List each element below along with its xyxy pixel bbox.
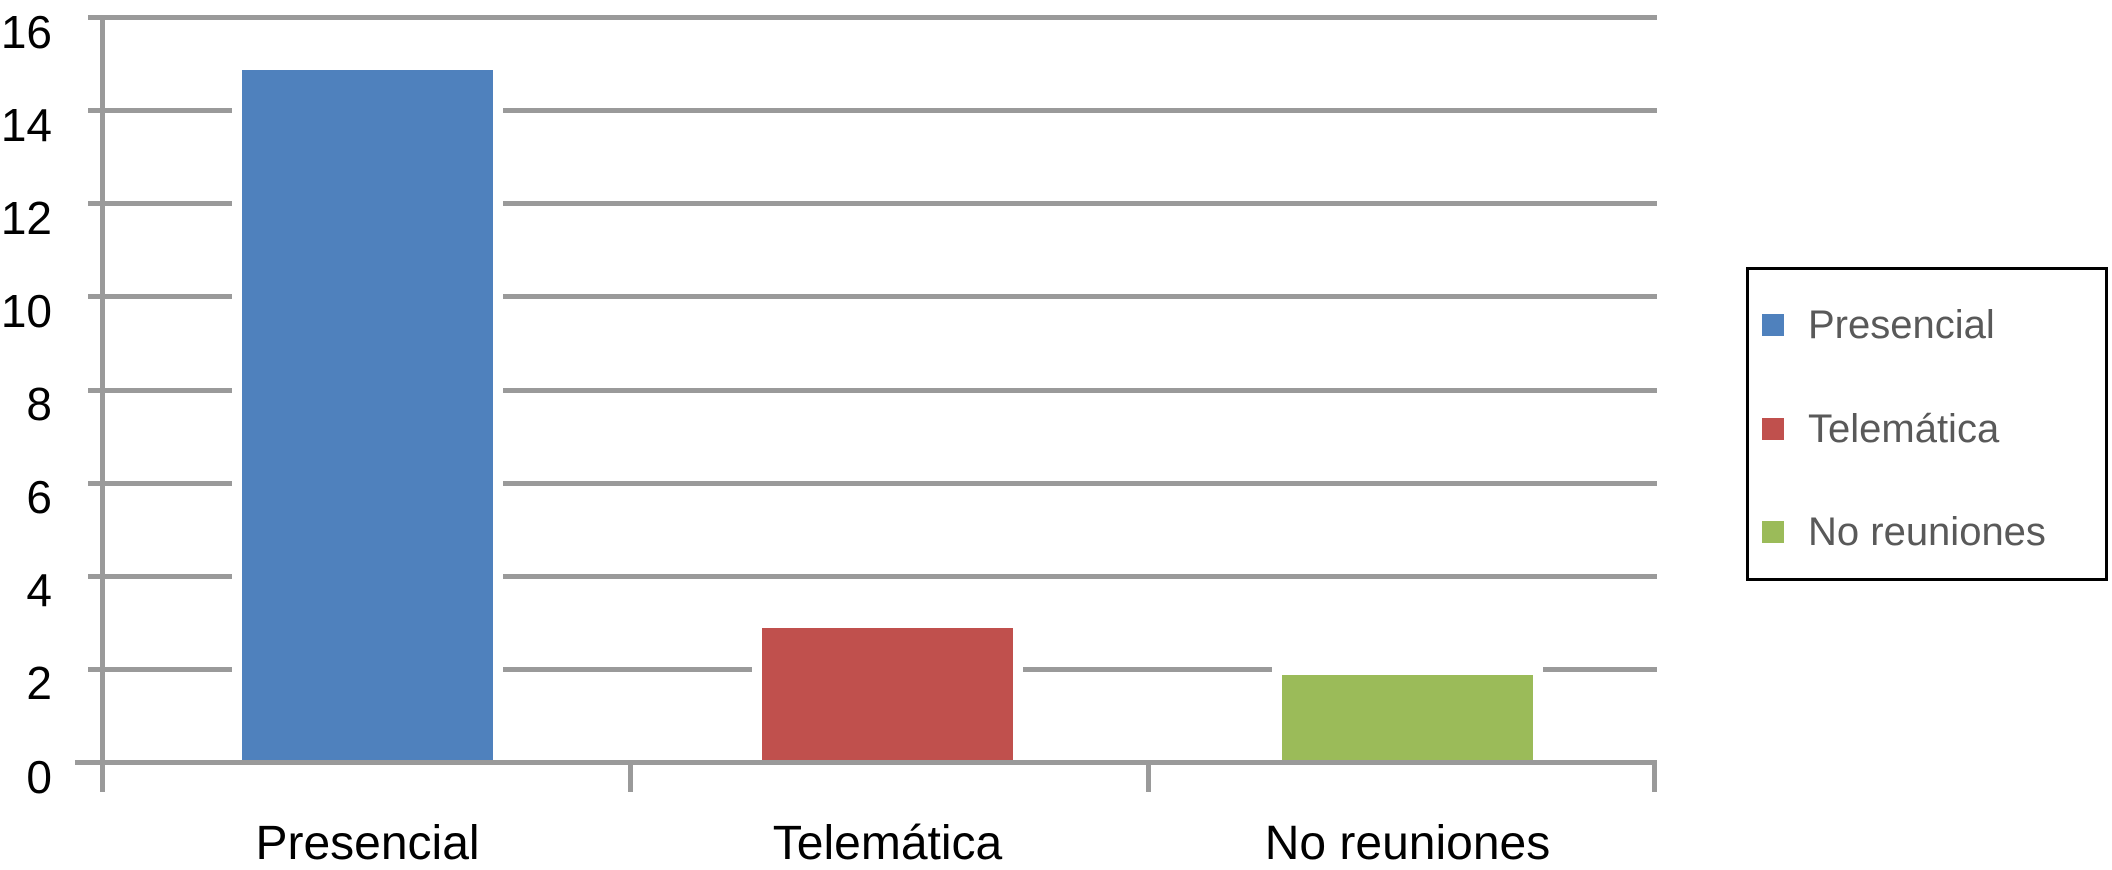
y-tick-label-0: 0 — [26, 750, 52, 803]
gridline-y-6 — [88, 480, 1657, 486]
gridline-y-12 — [88, 201, 1657, 207]
y-axis-line — [100, 15, 105, 792]
category-label-telemática: Telemática — [772, 817, 1003, 870]
legend-label-2: No reuniones — [1808, 510, 2046, 554]
y-tick-label-8: 8 — [26, 378, 52, 431]
y-tick-label-10: 10 — [0, 284, 52, 337]
y-tick-label-6: 6 — [26, 471, 52, 524]
category-label-presencial: Presencial — [255, 817, 480, 870]
y-tick-label-12: 12 — [0, 191, 52, 244]
bar-presencial — [242, 69, 493, 760]
y-tick-label-14: 14 — [0, 98, 52, 151]
x-axis-tick-3 — [1652, 760, 1657, 792]
y-tick-label-4: 4 — [26, 564, 52, 617]
bar-telemática — [762, 628, 1013, 760]
y-tick-label-2: 2 — [26, 657, 52, 710]
legend-item-no-reuniones: No reuniones — [1762, 512, 2046, 552]
legend: Presencial Telemática No reuniones — [1746, 267, 2108, 581]
legend-item-presencial: Presencial — [1762, 305, 1995, 345]
x-axis-tick-1 — [628, 760, 633, 792]
legend-swatch-no-reuniones — [1762, 521, 1784, 543]
legend-label-0: Presencial — [1808, 303, 1995, 347]
gridline-y-8 — [88, 387, 1657, 393]
legend-swatch-presencial — [1762, 314, 1784, 336]
gridline-y-16 — [88, 15, 1657, 21]
legend-item-telemática: Telemática — [1762, 409, 1999, 449]
gridline-y-14 — [88, 108, 1657, 114]
gridline-y-4 — [88, 573, 1657, 579]
bar-no-reuniones — [1282, 674, 1533, 760]
category-label-no-reuniones: No reuniones — [1264, 817, 1551, 870]
x-axis-tick-0 — [100, 760, 105, 792]
x-axis-line — [75, 760, 1657, 765]
x-axis-tick-2 — [1146, 760, 1151, 792]
legend-swatch-telemática — [1762, 418, 1784, 440]
y-tick-label-16: 16 — [0, 5, 52, 58]
legend-label-1: Telemática — [1808, 407, 2000, 451]
gridline-y-10 — [88, 294, 1657, 300]
